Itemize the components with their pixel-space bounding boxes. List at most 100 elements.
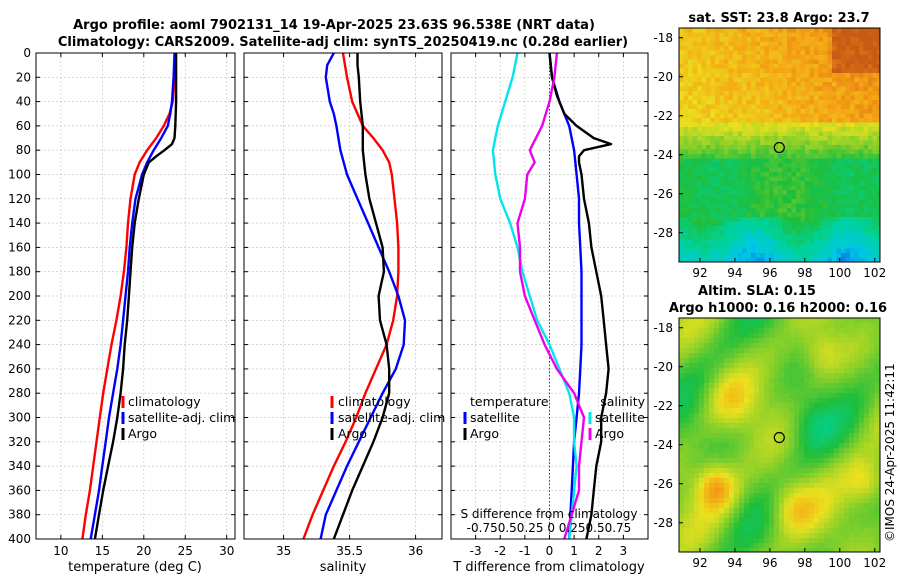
map-cell (841, 140, 847, 146)
map-cell (832, 185, 838, 191)
map-cell (869, 493, 875, 499)
map-cell (814, 86, 820, 92)
map-cell (841, 127, 847, 133)
map-cell (805, 104, 811, 110)
map-x-tick-label: 92 (692, 266, 707, 280)
map-cell (697, 154, 703, 160)
map-cell (859, 64, 865, 70)
map-cell (724, 230, 730, 236)
map-cell (778, 100, 784, 106)
map-cell (854, 46, 860, 52)
map-cell (800, 230, 806, 236)
map-cell (755, 109, 761, 115)
map-cell (746, 167, 752, 173)
map-cell (854, 64, 860, 70)
map-cell (844, 513, 850, 519)
map-cell (877, 239, 880, 245)
map-cell (800, 149, 806, 155)
map-cell (729, 473, 735, 479)
map-cell (734, 413, 740, 419)
map-cell (746, 145, 752, 151)
map-cell (689, 428, 695, 434)
map-cell (769, 503, 775, 509)
map-cell (864, 448, 870, 454)
map-cell (764, 503, 770, 509)
map-x-tick-label: 98 (797, 556, 812, 570)
map-cell (769, 448, 775, 454)
map-cell (823, 248, 829, 254)
map-cell (836, 41, 842, 47)
map-cell (805, 28, 811, 34)
y-tick-label: 340 (8, 459, 31, 473)
map-cell (782, 122, 788, 128)
map-cell (845, 185, 851, 191)
map-cell (733, 55, 739, 61)
map-cell (699, 403, 705, 409)
map-cell (791, 59, 797, 65)
map-cell (742, 194, 748, 200)
map-cell (755, 190, 761, 196)
map-cell (710, 28, 716, 34)
map-cell (706, 208, 712, 214)
map-cell (809, 253, 815, 259)
map-cell (742, 230, 748, 236)
map-cell (845, 194, 851, 200)
map-cell (854, 109, 860, 115)
map-cell (824, 408, 830, 414)
map-cell (824, 398, 830, 404)
map-cell (863, 32, 869, 38)
map-cell (794, 453, 800, 459)
map-cell (827, 140, 833, 146)
map-cell (834, 438, 840, 444)
map-cell (829, 333, 835, 339)
map-cell (791, 73, 797, 79)
map-cell (759, 438, 765, 444)
map-cell (751, 64, 757, 70)
map-cell (739, 433, 745, 439)
map-cell (832, 131, 838, 137)
map-cell (704, 388, 710, 394)
map-cell (869, 418, 875, 424)
map-cell (850, 199, 856, 205)
series-line-temperature-argo (548, 53, 613, 539)
map-cell (789, 478, 795, 484)
map-cell (719, 167, 725, 173)
map-cell (701, 244, 707, 250)
map-cell (814, 217, 820, 223)
map-cell (714, 453, 720, 459)
map-cell (744, 518, 750, 524)
map-cell (819, 403, 825, 409)
map-cell (699, 333, 705, 339)
map-cell (679, 393, 685, 399)
map-cell (809, 433, 815, 439)
map-cell (737, 194, 743, 200)
map-cell (834, 483, 840, 489)
map-cell (796, 226, 802, 232)
map-cell (679, 508, 685, 514)
map-cell (679, 32, 685, 38)
map-cell (689, 353, 695, 359)
map-cell (715, 194, 721, 200)
map-y-tick-label: -26 (653, 187, 673, 201)
map-cell (868, 208, 874, 214)
map-cell (784, 363, 790, 369)
map-cell (814, 403, 820, 409)
y-tick-label: 400 (8, 532, 31, 546)
map-cell (789, 458, 795, 464)
map-cell (827, 82, 833, 88)
map-cell (688, 194, 694, 200)
map-cell (829, 383, 835, 389)
map-cell (710, 145, 716, 151)
map-cell (868, 55, 874, 61)
map-cell (791, 140, 797, 146)
map-cell (805, 163, 811, 169)
map-cell (864, 348, 870, 354)
map-cell (764, 488, 770, 494)
map-cell (818, 257, 824, 262)
map-cell (854, 235, 860, 241)
map-cell (854, 163, 860, 169)
map-cell (699, 478, 705, 484)
map-cell (874, 453, 880, 459)
map-cell (800, 109, 806, 115)
map-cell (688, 136, 694, 142)
